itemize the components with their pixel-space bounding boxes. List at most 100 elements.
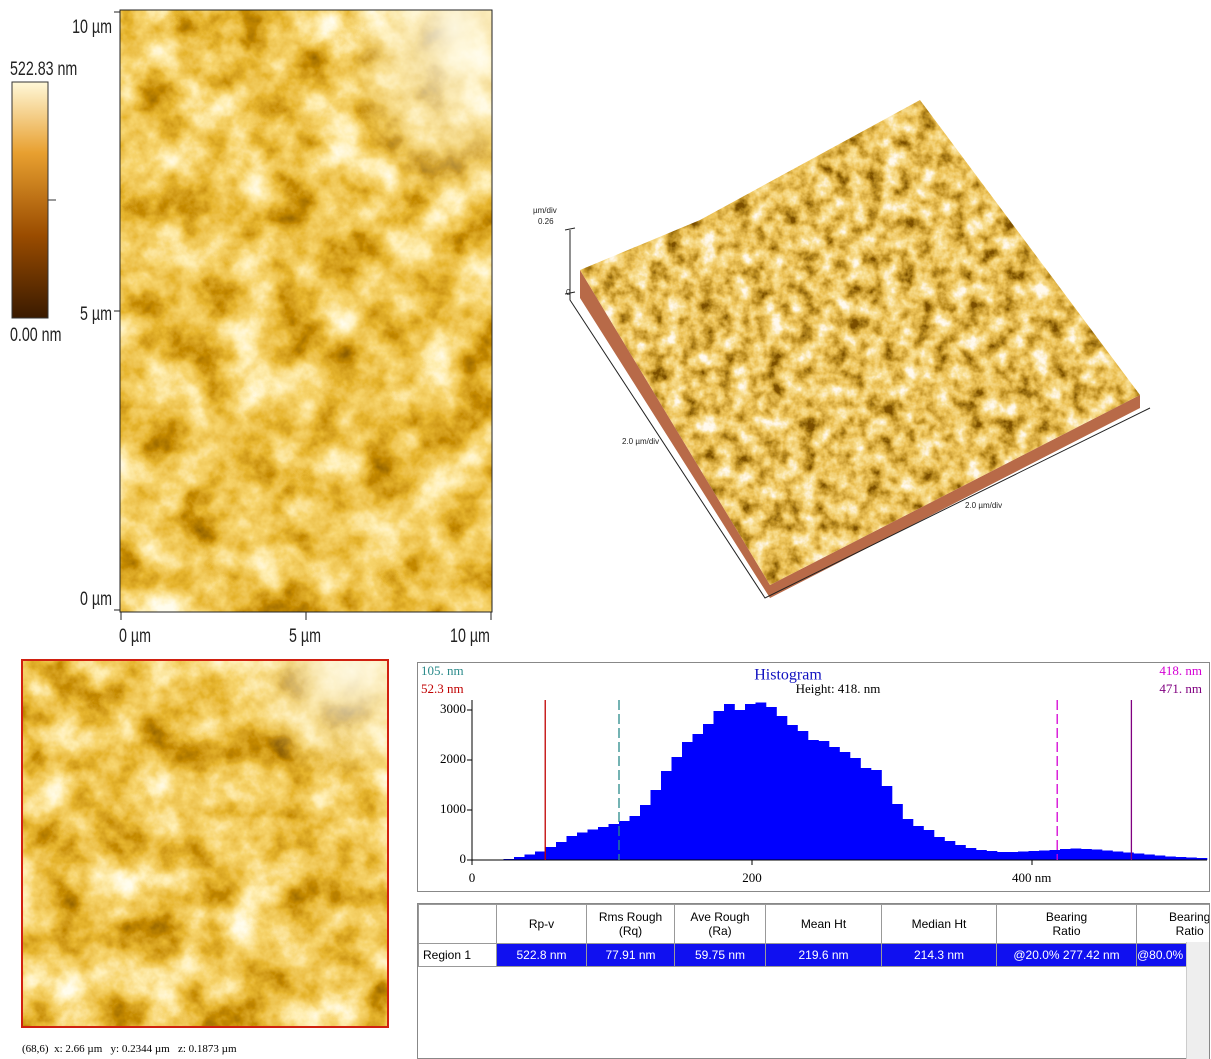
histogram-bar	[1007, 852, 1019, 860]
column-header: Median Ht	[881, 904, 997, 944]
x-tick-label: 200	[742, 870, 762, 885]
histogram-bar	[619, 821, 630, 860]
column-header: Rms Rough (Rq)	[586, 904, 675, 944]
histogram-bar	[1039, 850, 1050, 860]
cursor-readout: (68,6) x: 2.66 µm y: 0.2344 µm z: 0.1873…	[22, 1043, 237, 1055]
histogram-bar	[839, 752, 851, 860]
z-zero: 0	[566, 288, 571, 297]
histogram-bar	[1081, 849, 1092, 860]
cursor-label: 52.3 nm	[421, 681, 464, 696]
y-axis-label: 5 µm	[80, 303, 112, 324]
z-value: 0.26	[538, 217, 554, 226]
x-axis-label: 0 µm	[119, 625, 151, 646]
histogram-title: Histogram	[754, 667, 822, 684]
histogram-bar	[1091, 849, 1103, 860]
histogram-bar	[797, 731, 809, 860]
column-header: Bearing Ratio	[996, 904, 1137, 944]
histogram-bar	[598, 827, 609, 860]
histogram-bar	[1165, 856, 1176, 860]
scrollbar[interactable]	[1186, 942, 1209, 1059]
cursor-label: 105. nm	[421, 663, 464, 678]
histogram-bar	[1049, 850, 1061, 860]
y-tick-label: 3000	[440, 701, 466, 716]
histogram-bar	[997, 852, 1008, 860]
cursor-label: 418. nm	[1159, 663, 1202, 678]
histogram-bar	[608, 824, 620, 860]
surface-side	[580, 270, 1140, 598]
colorbar	[11, 81, 49, 319]
histogram-bar	[1186, 857, 1197, 860]
histogram-bar	[787, 725, 798, 860]
histogram-bar	[1196, 858, 1208, 860]
table-cell: @20.0% 277.42 nm	[996, 943, 1137, 967]
histogram-bar	[535, 851, 546, 860]
histogram-bar	[1144, 854, 1155, 860]
histogram-bar	[1070, 848, 1082, 860]
histogram-bar	[556, 842, 567, 860]
histogram-bar	[965, 848, 977, 860]
histogram-bar	[881, 786, 893, 860]
histogram-bar	[944, 841, 956, 860]
histogram-bar	[871, 770, 882, 860]
x-scale: 2.0 µm/div	[965, 501, 1002, 510]
table: Rp-v Rms Rough (Rq) Ave Rough (Ra) Mean Ht M…	[418, 904, 1209, 967]
histogram-bar	[577, 832, 588, 860]
histogram-bar	[703, 724, 714, 860]
histogram-bar	[755, 702, 767, 860]
histogram-bar	[514, 857, 525, 860]
histogram-bar	[902, 819, 914, 860]
histogram-bar	[734, 710, 746, 860]
y-axis-label: 0 µm	[80, 588, 112, 609]
histogram-bar	[913, 826, 924, 860]
column-header: Rp-v	[496, 904, 587, 944]
histogram-bar	[524, 854, 536, 860]
height-map-highlight	[120, 10, 492, 612]
histogram-bar	[661, 771, 672, 860]
histogram-bar	[976, 850, 987, 860]
histogram-bar	[829, 747, 840, 860]
histogram-bar	[776, 716, 788, 860]
column-header: Bearing Ratio	[1135, 904, 1209, 944]
surface-axes	[569, 230, 1151, 599]
preview-border[interactable]	[21, 659, 389, 1028]
histogram-bar	[808, 740, 819, 860]
cursor-label: 471. nm	[1159, 681, 1202, 696]
header-row: Rp-v Rms Rough (Rq) Ave Rough (Ra) Mean Ht M…	[418, 904, 1209, 944]
histogram-bar	[724, 704, 735, 860]
histogram-bar	[545, 847, 557, 860]
table-cell: 77.91 nm	[586, 943, 675, 967]
histogram-bar	[892, 804, 903, 860]
histogram-bar	[1154, 855, 1166, 860]
histogram-bar	[860, 768, 872, 860]
histogram-bar	[986, 851, 998, 860]
histogram-bar	[587, 829, 599, 860]
histogram-bar	[671, 757, 683, 860]
surface-peak	[860, 100, 990, 240]
histogram-bar	[766, 707, 777, 860]
histogram-bar	[682, 742, 693, 860]
table-cell: 219.6 nm	[765, 943, 882, 967]
histogram-bar	[745, 704, 756, 860]
histogram-bar	[955, 845, 966, 860]
histogram-bar	[629, 816, 641, 860]
histogram-bar	[818, 741, 830, 860]
y-tick-label: 1000	[440, 801, 466, 816]
x-tick-label: 0	[469, 870, 476, 885]
z-tick	[564, 291, 576, 295]
table-cell: 214.3 nm	[881, 943, 997, 967]
table-row[interactable]: Region 1 522.8 nm 77.91 nm 59.75 nm 219.6 nm…	[418, 943, 1209, 967]
histogram-bar	[566, 836, 578, 860]
histogram-bar	[1060, 849, 1071, 860]
histogram-bar	[923, 830, 935, 860]
x-tick-label: 400 nm	[1012, 870, 1051, 885]
surface-3d	[580, 100, 1140, 585]
colorbar-min: 0.00 nm	[10, 324, 61, 345]
histogram-bar	[1133, 853, 1145, 860]
histogram-bar	[1175, 857, 1187, 860]
histogram-bar	[850, 758, 861, 860]
y-tick-label: 0	[460, 851, 467, 866]
table-cell: 522.8 nm	[496, 943, 587, 967]
column-header	[418, 904, 497, 944]
